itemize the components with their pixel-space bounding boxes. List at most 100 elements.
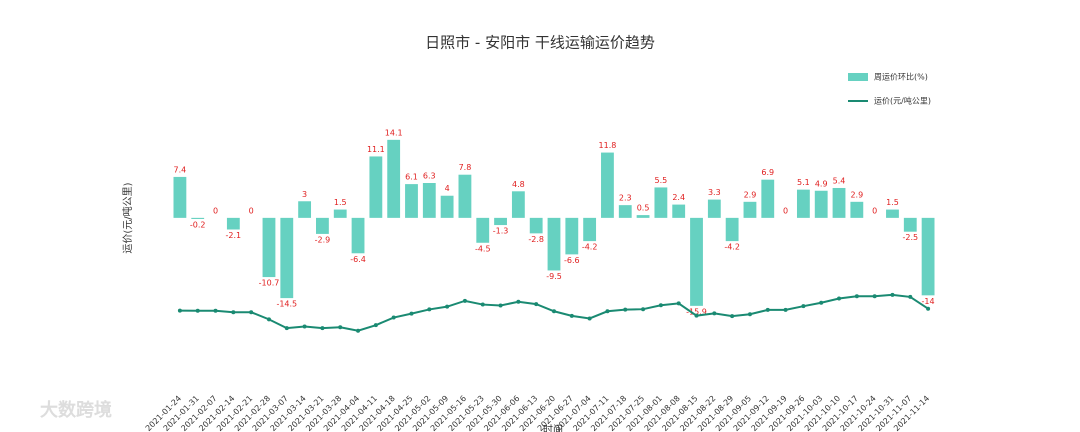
- bar-value-label: 5.5: [655, 176, 668, 185]
- bar: [226, 217, 240, 230]
- line-point: [480, 302, 485, 307]
- bar: [601, 152, 614, 218]
- bar: [280, 217, 294, 299]
- bar: [565, 217, 579, 255]
- legend-label: 运价(元/吨公里): [874, 96, 931, 106]
- line-point: [266, 317, 271, 322]
- bar: [690, 217, 703, 306]
- bar-value-label: 2.9: [744, 190, 757, 199]
- bar: [422, 183, 436, 218]
- bar: [850, 201, 864, 218]
- bar: [707, 199, 721, 218]
- legend-swatch: [848, 73, 868, 81]
- line-point: [747, 312, 752, 317]
- x-axis-label: 时间: [543, 423, 563, 432]
- bar: [316, 217, 329, 234]
- line-point: [391, 315, 396, 320]
- line-point: [409, 311, 414, 316]
- bar: [583, 217, 597, 242]
- line-point: [284, 326, 289, 331]
- bar: [832, 187, 846, 218]
- bar: [921, 217, 935, 296]
- line-point: [213, 308, 218, 313]
- bar: [494, 217, 507, 226]
- bar: [814, 190, 828, 218]
- bar-value-label: 0: [872, 206, 877, 215]
- line-point: [926, 306, 931, 311]
- bar-value-label: -9.5: [546, 272, 562, 281]
- bar-value-label: 4.8: [512, 180, 525, 189]
- bar-value-label: 7.8: [459, 163, 472, 172]
- bar-value-label: 0: [213, 206, 218, 215]
- bar-value-label: 11.8: [599, 141, 617, 150]
- bar: [511, 191, 525, 218]
- bar: [903, 217, 917, 232]
- bar: [725, 217, 739, 242]
- bar-value-label: -2.5: [902, 233, 918, 242]
- line-point: [676, 301, 681, 306]
- line-point: [801, 304, 806, 309]
- bar: [672, 204, 686, 218]
- y-axis-label: 运价(元/吨公里): [121, 182, 134, 253]
- bar-value-label: 0: [249, 206, 254, 215]
- bar-value-label: -10.7: [259, 279, 280, 288]
- line-point: [783, 307, 788, 312]
- line-point: [302, 324, 307, 329]
- bar-value-label: -6.4: [350, 255, 366, 264]
- bar-value-label: -14: [922, 297, 935, 306]
- line-point: [712, 311, 717, 316]
- line-point: [498, 303, 503, 308]
- bar-value-label: 2.4: [672, 193, 685, 202]
- line-point: [445, 304, 450, 309]
- line-point: [195, 308, 200, 313]
- line-point: [854, 294, 859, 299]
- bar-value-label: 14.1: [385, 128, 403, 137]
- line-point: [569, 313, 574, 318]
- bar: [618, 205, 632, 218]
- bar-value-label: 3: [302, 190, 307, 199]
- line-point: [587, 316, 592, 321]
- bar-value-label: -1.3: [493, 227, 509, 236]
- bar-value-label: -2.8: [528, 235, 544, 244]
- line-point: [356, 328, 361, 333]
- line-point: [231, 310, 236, 315]
- bar: [191, 217, 205, 219]
- line-point: [534, 302, 539, 307]
- bar-value-label: 6.1: [405, 173, 418, 182]
- bar-value-label: -0.2: [190, 220, 206, 229]
- line-point: [765, 307, 770, 312]
- watermark: 大数跨境: [40, 399, 112, 421]
- line-point: [837, 296, 842, 301]
- bar: [173, 176, 187, 218]
- line-point: [427, 307, 432, 312]
- bar: [796, 189, 810, 218]
- bar: [886, 209, 899, 218]
- bar-value-label: 5.1: [797, 178, 810, 187]
- bar: [387, 139, 401, 218]
- bar-value-label: 11.1: [367, 145, 385, 154]
- bar: [476, 217, 490, 243]
- line-point: [516, 299, 521, 304]
- bar: [529, 217, 543, 234]
- bar-value-label: 1.5: [886, 198, 899, 207]
- bar: [333, 209, 347, 218]
- bar-value-label: 6.3: [423, 172, 436, 181]
- bar-value-label: -4.2: [582, 243, 598, 252]
- line-point: [605, 309, 610, 314]
- bar: [262, 217, 276, 278]
- line-point: [908, 294, 913, 299]
- line-point: [338, 325, 343, 330]
- bar: [369, 156, 383, 218]
- line-point: [890, 292, 895, 297]
- bar: [458, 174, 472, 218]
- bar-value-label: 0.5: [637, 204, 650, 213]
- line-point: [819, 300, 824, 305]
- bar-value-label: -2.1: [226, 231, 242, 240]
- bar-value-label: -4.5: [475, 244, 491, 253]
- bar-value-label: -2.9: [315, 235, 331, 244]
- chart-title: 日照市 - 安阳市 干线运输运价趋势: [425, 34, 655, 52]
- bar: [743, 201, 757, 218]
- line-point: [658, 303, 663, 308]
- line-point: [373, 323, 378, 328]
